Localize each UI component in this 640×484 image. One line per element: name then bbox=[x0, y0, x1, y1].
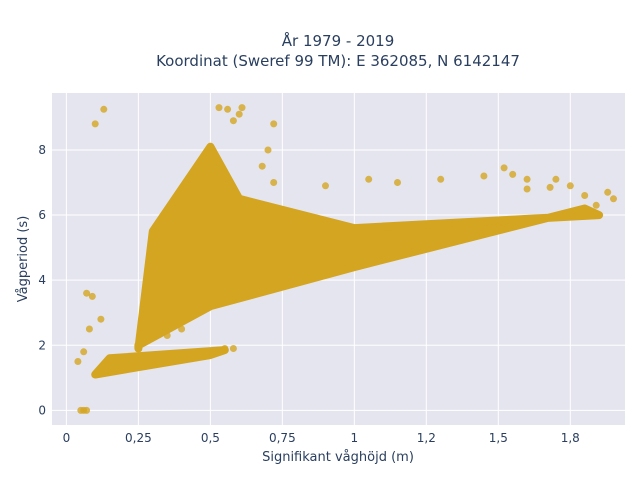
scatter-point bbox=[85, 325, 93, 333]
scatter-point bbox=[437, 175, 445, 183]
scatter-point bbox=[88, 292, 96, 300]
scatter-point bbox=[238, 104, 246, 112]
scatter-point bbox=[229, 117, 237, 125]
scatter-point bbox=[91, 120, 99, 128]
x-tick-label: 1,5 bbox=[489, 431, 508, 445]
tick-labels: 0 0,25 0,5 0,75 1 1,2 1,5 1,8 0 2 4 6 8 bbox=[38, 143, 579, 445]
scatter-point bbox=[566, 182, 574, 190]
y-tick-label: 0 bbox=[38, 403, 46, 417]
scatter-point bbox=[80, 348, 88, 356]
scatter-point bbox=[546, 183, 554, 191]
x-tick-label: 0,25 bbox=[125, 431, 152, 445]
scatter-point bbox=[365, 175, 373, 183]
y-tick-label: 2 bbox=[38, 338, 46, 352]
x-tick-label: 1,2 bbox=[417, 431, 436, 445]
grid-lines bbox=[52, 93, 625, 425]
chart-title-line-2: Koordinat (Sweref 99 TM): E 362085, N 61… bbox=[156, 52, 520, 70]
scatter-point bbox=[322, 182, 329, 190]
scatter-point bbox=[235, 110, 243, 118]
x-tick-label: 0,75 bbox=[269, 431, 296, 445]
x-tick-label: 1,8 bbox=[561, 431, 580, 445]
chart-title-line-1: År 1979 - 2019 bbox=[282, 31, 395, 50]
scatter-point bbox=[270, 179, 278, 186]
scatter-point bbox=[270, 120, 278, 128]
scatter-point bbox=[77, 406, 85, 414]
scatter-point bbox=[552, 175, 560, 183]
scatter-point bbox=[264, 146, 272, 154]
scatter-point bbox=[480, 172, 488, 180]
scatter-point bbox=[100, 105, 108, 113]
scatter-point bbox=[178, 325, 186, 333]
scatter-point bbox=[581, 192, 589, 199]
x-tick-label: 0 bbox=[63, 431, 71, 445]
scatter-point bbox=[74, 358, 82, 365]
scatter-point bbox=[523, 175, 531, 183]
scatter-point bbox=[523, 185, 531, 193]
scatter-point bbox=[592, 201, 600, 209]
y-tick-label: 8 bbox=[38, 143, 46, 157]
scatter-points bbox=[74, 104, 617, 414]
scatter-point bbox=[83, 406, 91, 414]
x-tick-label: 1 bbox=[351, 431, 359, 445]
x-axis-label: Signifikant våghöjd (m) bbox=[262, 450, 414, 465]
scatter-point bbox=[97, 315, 105, 323]
scatter-point bbox=[224, 105, 232, 113]
scatter-point bbox=[604, 188, 612, 196]
scatter-point bbox=[258, 162, 266, 170]
y-axis-label: Vågperiod (s) bbox=[16, 216, 31, 303]
scatter-point bbox=[229, 345, 237, 352]
scatter-point bbox=[500, 164, 508, 172]
y-tick-label: 4 bbox=[38, 273, 46, 287]
scatter-point bbox=[221, 345, 229, 352]
dense-core-region bbox=[134, 142, 604, 353]
x-tick-label: 0,5 bbox=[201, 431, 220, 445]
scatter-point bbox=[83, 289, 91, 297]
y-tick-label: 6 bbox=[38, 208, 46, 222]
scatter-point bbox=[509, 170, 517, 178]
scatter-point bbox=[163, 332, 171, 339]
scatter-point bbox=[394, 179, 401, 186]
scatter-point bbox=[215, 104, 223, 112]
scatter-point bbox=[610, 195, 617, 203]
